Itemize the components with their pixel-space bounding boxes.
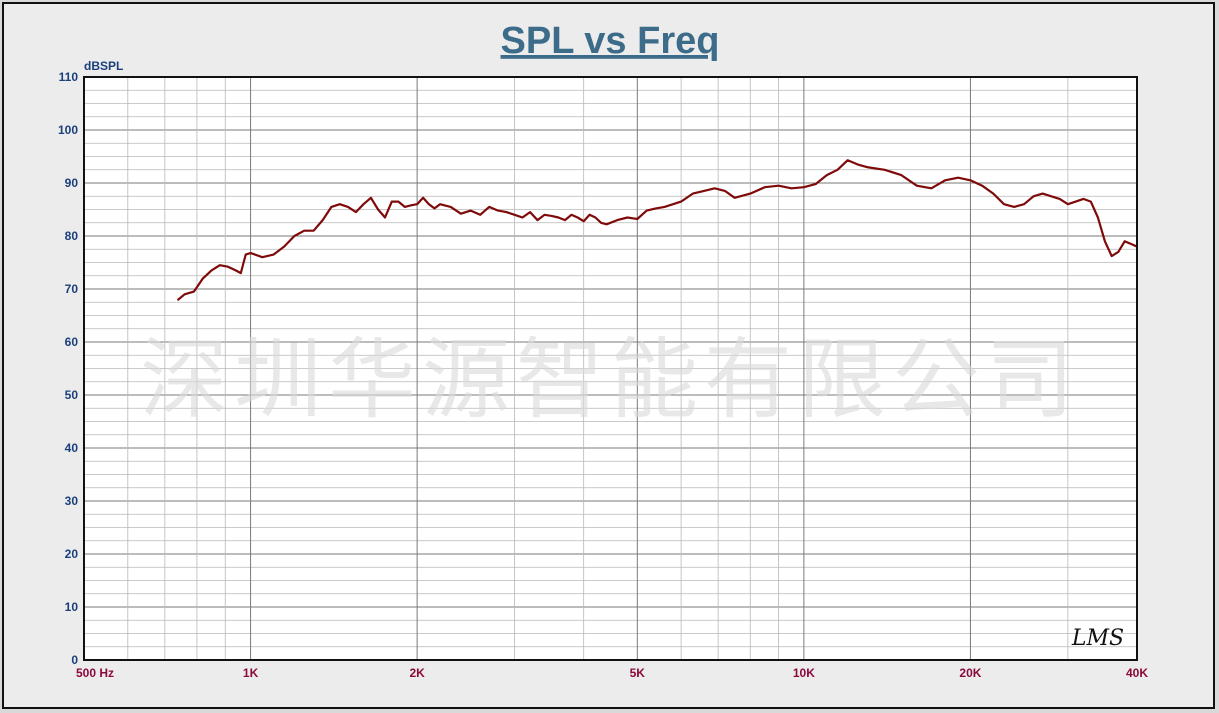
y-tick-label: 40 bbox=[65, 441, 79, 455]
y-tick-label: 20 bbox=[65, 547, 79, 561]
watermark-text: 深圳华源智能有限公司 bbox=[140, 328, 1080, 431]
x-tick-label: 2K bbox=[409, 666, 425, 680]
plot-border bbox=[83, 76, 1138, 661]
y-tick-label: 10 bbox=[65, 600, 79, 614]
x-tick-label: 10K bbox=[793, 666, 815, 680]
y-tick-label: 0 bbox=[71, 653, 78, 667]
x-tick-label: 500 Hz bbox=[76, 666, 114, 680]
y-tick-label: 50 bbox=[65, 388, 79, 402]
y-tick-label: 100 bbox=[58, 123, 78, 137]
x-tick-label: 40K bbox=[1126, 666, 1148, 680]
lms-signature: LMS bbox=[1071, 626, 1124, 651]
y-tick-label: 70 bbox=[65, 282, 79, 296]
chart-title: SPL vs Freq bbox=[501, 20, 720, 62]
y-tick-label: 110 bbox=[59, 70, 79, 84]
x-tick-label: 1K bbox=[243, 666, 259, 680]
series-group bbox=[177, 159, 1137, 301]
x-tick-label: 5K bbox=[630, 666, 646, 680]
x-tick-labels: 500 Hz 1K 2K 5K 10K 20K 40K bbox=[76, 666, 1148, 680]
grid-lines bbox=[84, 77, 1137, 660]
y-tick-label: 60 bbox=[65, 335, 79, 349]
y-tick-labels: 0 10 20 30 40 50 60 70 80 90 100 110 bbox=[58, 70, 78, 667]
y-axis-label: dBSPL bbox=[84, 59, 123, 73]
y-tick-label: 30 bbox=[65, 494, 79, 508]
y-tick-label: 80 bbox=[65, 229, 79, 243]
spl-curve bbox=[177, 159, 1137, 301]
x-tick-label: 20K bbox=[959, 666, 981, 680]
y-tick-label: 90 bbox=[65, 176, 79, 190]
